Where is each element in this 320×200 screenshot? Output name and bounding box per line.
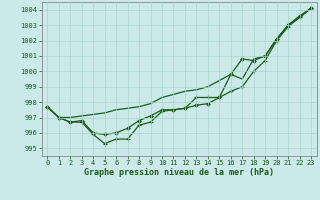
X-axis label: Graphe pression niveau de la mer (hPa): Graphe pression niveau de la mer (hPa) [84,168,274,177]
